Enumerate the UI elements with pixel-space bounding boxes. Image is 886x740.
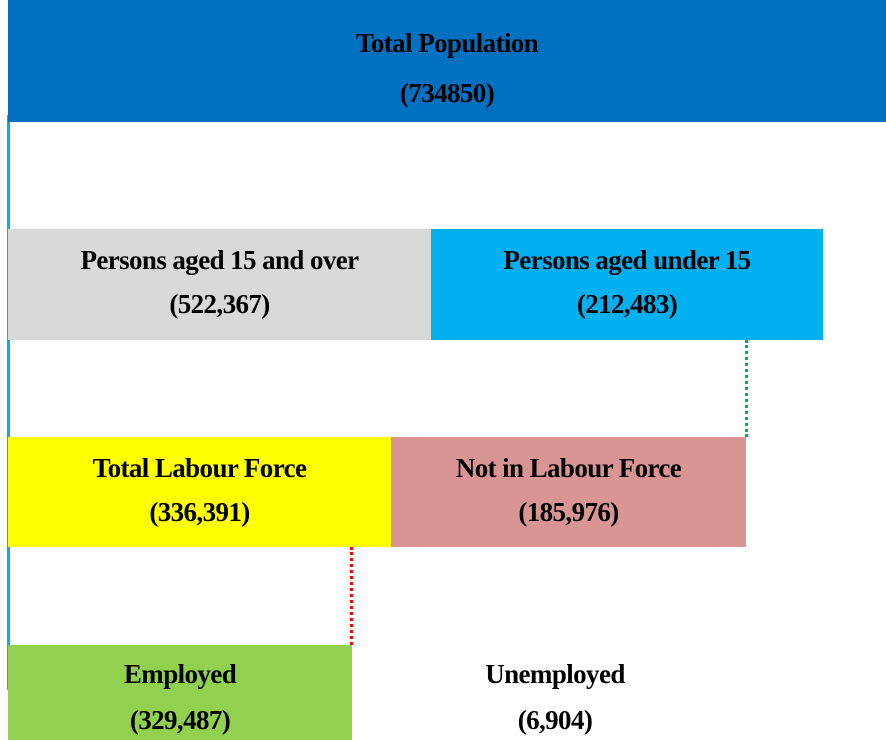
node: Unemployed (6,904) <box>405 645 705 740</box>
node-value: (734850) <box>399 78 495 108</box>
node-value: (329,487) <box>129 705 231 735</box>
node-label: Employed <box>123 659 237 689</box>
connector <box>7 115 10 690</box>
node: Total Labour Force (336,391) <box>8 437 391 547</box>
node-label: Total Population <box>355 28 539 58</box>
node: Total Population (734850) <box>8 0 886 122</box>
node: Employed (329,487) <box>8 645 352 740</box>
node-value: (212,483) <box>576 289 678 319</box>
node: Persons aged under 15 (212,483) <box>431 229 823 340</box>
node-label: Not in Labour Force <box>455 453 682 483</box>
node-label: Total Labour Force <box>92 453 307 483</box>
connector <box>350 547 353 645</box>
node-value: (185,976) <box>518 497 619 527</box>
node-value: (6,904) <box>517 705 593 735</box>
node-value: (336,391) <box>149 497 250 527</box>
node-label: Persons aged under 15 <box>503 245 751 275</box>
node-value: (522,367) <box>169 289 270 319</box>
node: Persons aged 15 and over (522,367) <box>8 229 431 340</box>
node-label: Persons aged 15 and over <box>80 245 359 275</box>
node-label: Unemployed <box>485 659 625 689</box>
connector <box>745 340 748 437</box>
node: Not in Labour Force (185,976) <box>391 437 746 547</box>
